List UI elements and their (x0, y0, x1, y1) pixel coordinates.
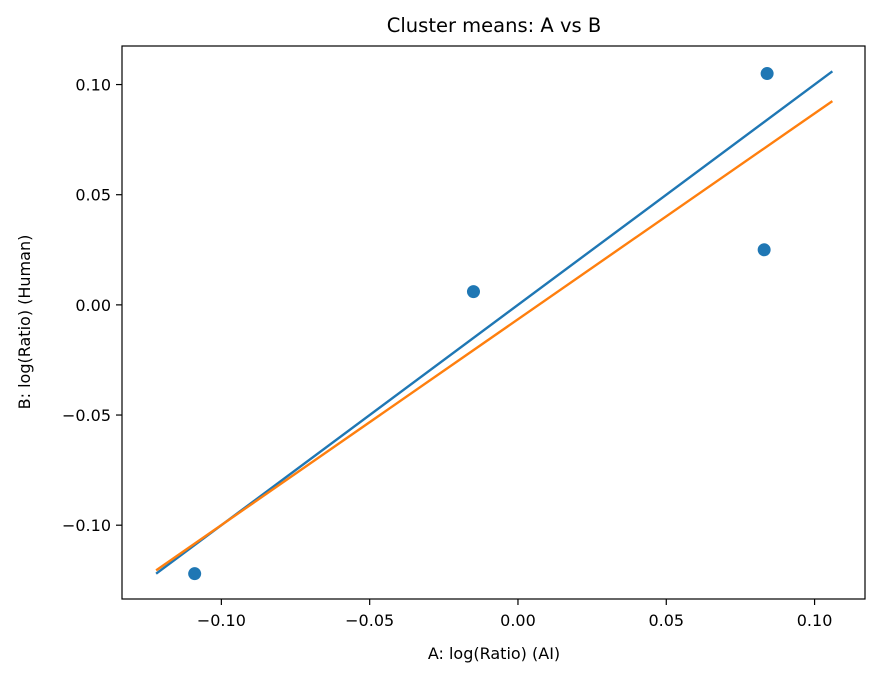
plot-area (155, 67, 834, 581)
chart-title: Cluster means: A vs B (387, 14, 601, 37)
scatter-point-3 (757, 243, 771, 257)
y-tick-label: −0.10 (62, 516, 111, 535)
scatter-point-4 (760, 67, 774, 81)
y-axis-label: B: log(Ratio) (Human) (15, 235, 34, 410)
plot-frame (121, 45, 866, 600)
x-tick-label: −0.05 (345, 611, 394, 630)
scatter-point-1 (188, 567, 202, 581)
x-tick-label: −0.10 (197, 611, 246, 630)
x-axis-label: A: log(Ratio) (AI) (428, 644, 560, 663)
x-axis: −0.10 −0.05 0.00 0.05 0.10 (197, 599, 833, 630)
y-tick-label: −0.05 (62, 406, 111, 425)
fit-line-2 (155, 100, 834, 572)
y-tick-label: 0.10 (75, 76, 111, 95)
x-tick-label: 0.10 (797, 611, 833, 630)
x-tick-label: 0.00 (500, 611, 536, 630)
y-tick-label: 0.00 (75, 296, 111, 315)
x-tick-label: 0.05 (648, 611, 684, 630)
scatter-point-2 (466, 285, 480, 299)
y-axis: −0.10 −0.05 0.00 0.05 0.10 (62, 76, 122, 535)
fit-line-1 (155, 70, 834, 575)
y-tick-label: 0.05 (75, 186, 111, 205)
